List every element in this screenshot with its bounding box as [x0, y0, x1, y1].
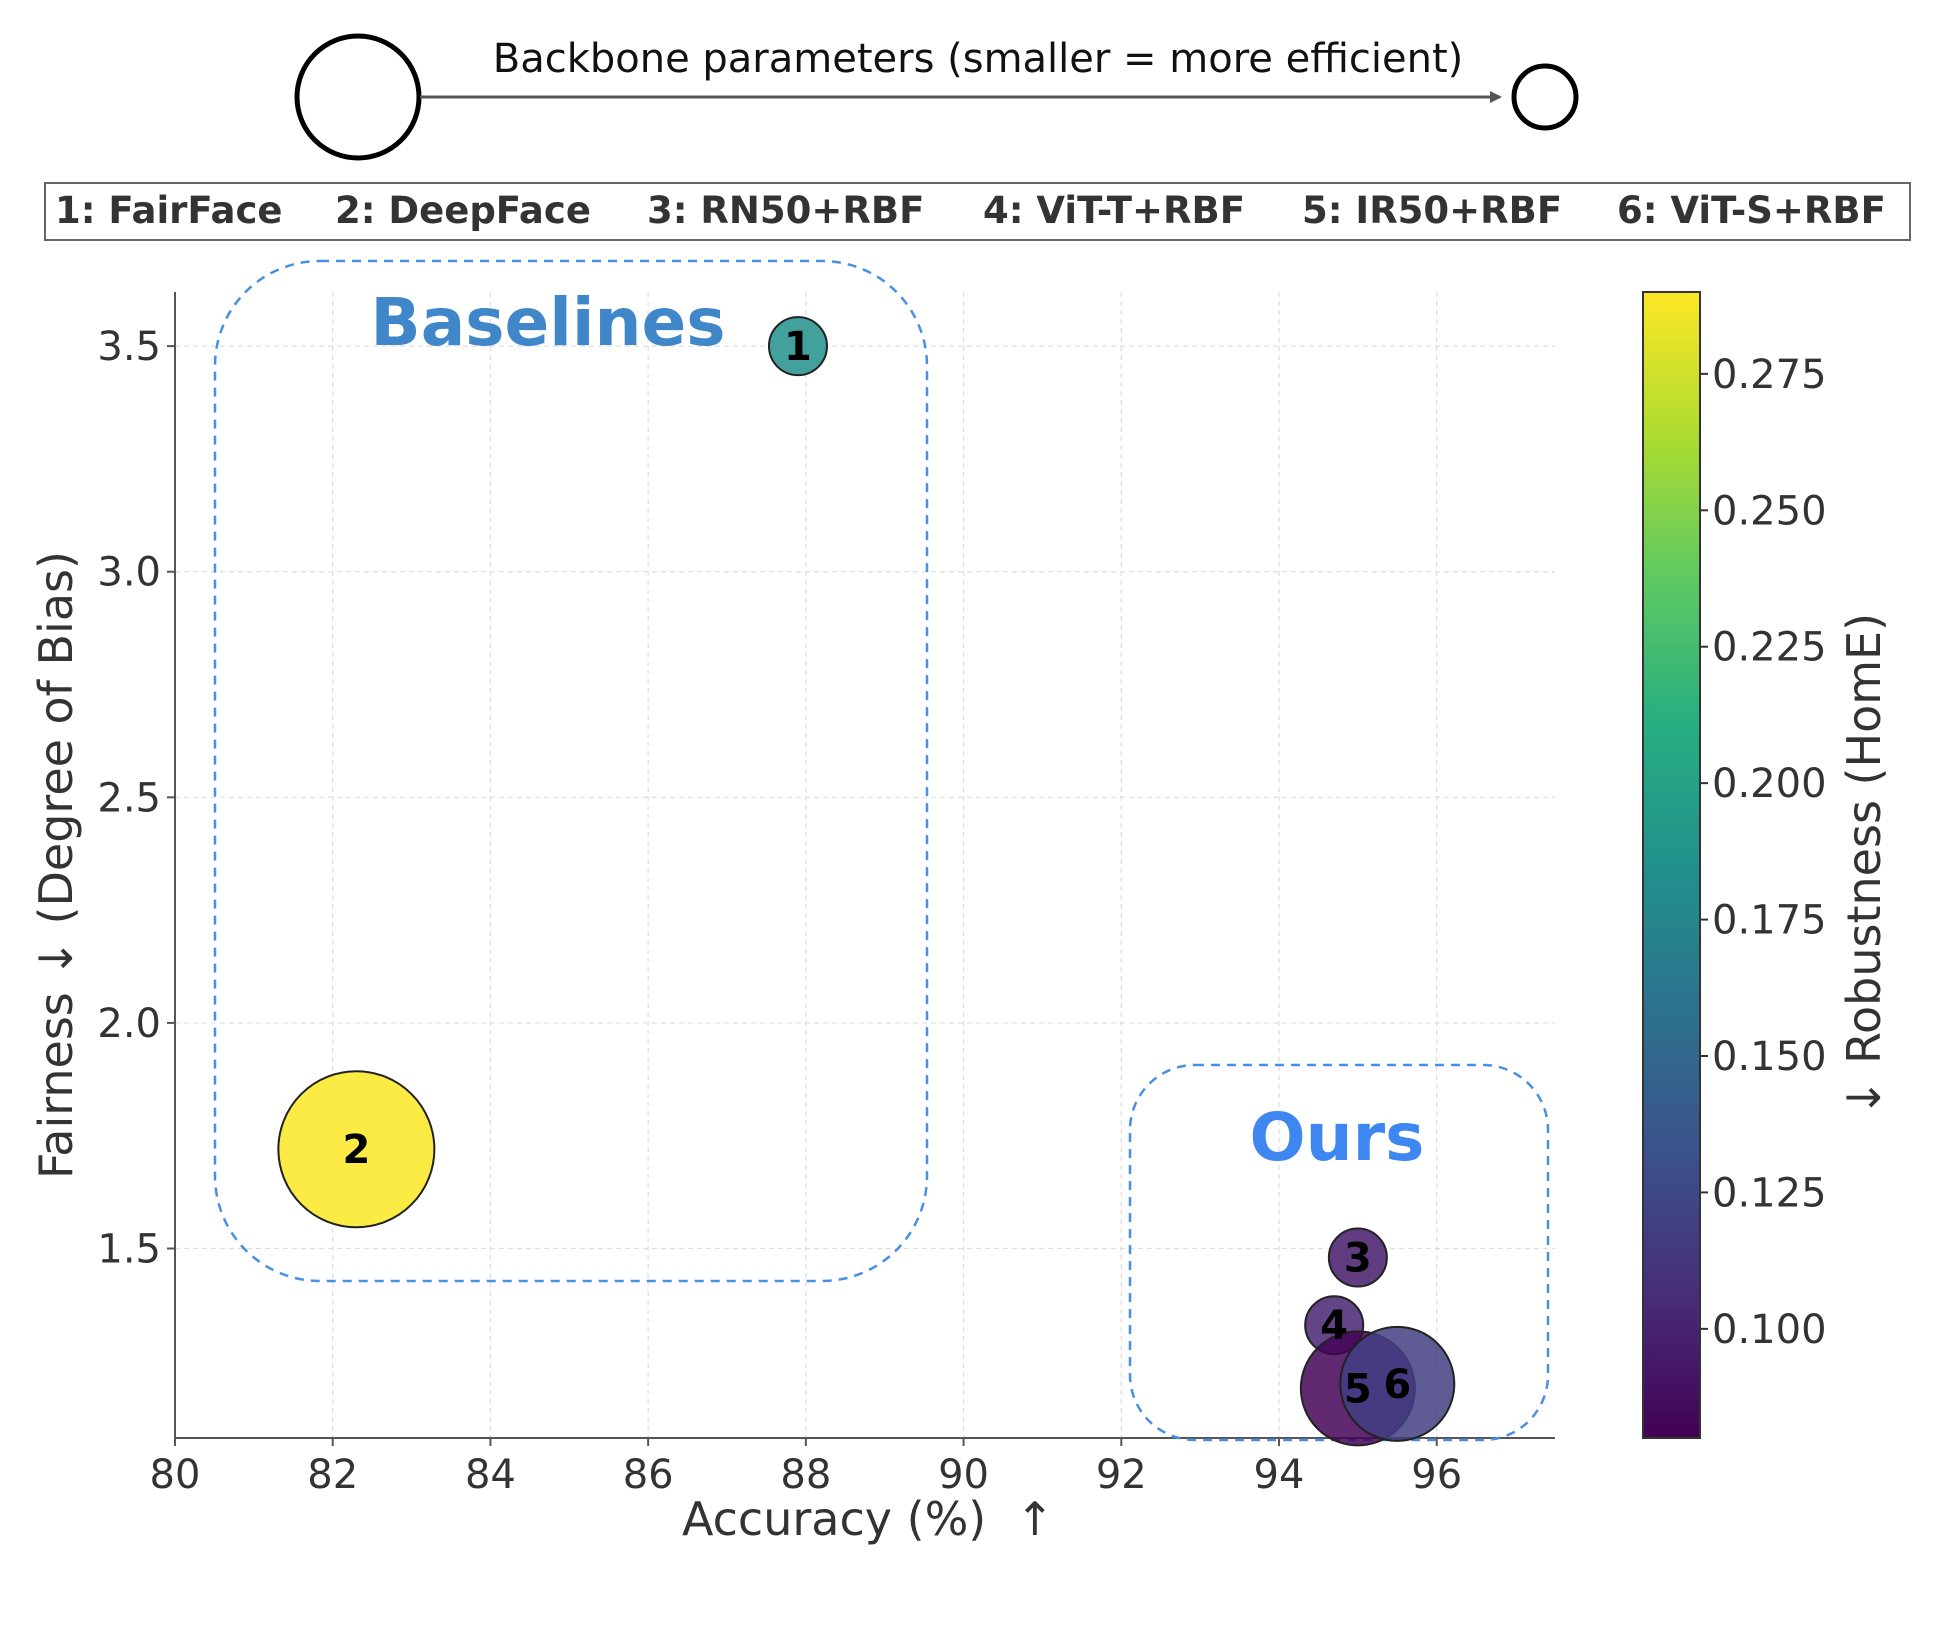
point-label-1: 1 — [784, 324, 812, 370]
x-tick-label: 88 — [780, 1452, 831, 1498]
colorbar-tick-label: 0.225 — [1712, 625, 1827, 671]
method-legend-frame — [44, 182, 1911, 241]
plot-area: 80 82 84 86 88 90 92 94 96 1.5 2.0 2.5 3.0 3.5 Basel… — [29, 259, 1555, 1546]
point-6 — [1339, 1325, 1456, 1442]
x-tick-label: 92 — [1096, 1452, 1147, 1498]
size-legend-small-circle — [1511, 63, 1579, 131]
y-tick-label: 3.5 — [97, 324, 161, 370]
x-tick-label: 90 — [938, 1452, 989, 1498]
colorbar: 0.100 0.125 0.150 0.175 0.200 0.225 0.250 0.275… — [1642, 291, 1891, 1439]
x-tick-label: 82 — [307, 1452, 358, 1498]
method-legend-item-5: 5: IR50+RBF — [1302, 189, 1562, 232]
point-label-6: 6 — [1383, 1362, 1411, 1408]
point-label-5: 5 — [1344, 1366, 1372, 1412]
colorbar-tick-label: 0.100 — [1712, 1307, 1827, 1353]
points: 2 1 3 4 5 6 — [277, 316, 1456, 1447]
colorbar-tick-label: 0.125 — [1712, 1170, 1827, 1216]
point-label-3: 3 — [1344, 1236, 1372, 1282]
size-legend-large-circle — [294, 33, 422, 161]
x-tick-label: 96 — [1411, 1452, 1462, 1498]
colorbar-tick-label: 0.150 — [1712, 1034, 1827, 1080]
method-legend-item-6: 6: ViT-S+RBF — [1617, 189, 1886, 232]
point-label-2: 2 — [342, 1127, 370, 1173]
point-1 — [767, 316, 828, 377]
y-tick-label: 1.5 — [97, 1227, 161, 1273]
colorbar-tick-label: 0.200 — [1712, 761, 1827, 807]
method-legend-item-1: 1: FairFace — [55, 189, 283, 232]
y-tick-label: 3.0 — [97, 550, 161, 596]
point-label-4: 4 — [1320, 1303, 1348, 1349]
point-3 — [1327, 1227, 1388, 1288]
x-tick-label: 94 — [1254, 1452, 1305, 1498]
y-tick-label: 2.0 — [97, 1001, 161, 1047]
y-axis-label: Fairness ↓ (Degree of Bias) — [29, 551, 83, 1179]
colorbar-label: ↓ Robustness (HomE) — [1837, 613, 1891, 1117]
colorbar-ticks: 0.100 0.125 0.150 0.175 0.200 0.225 0.250 0.275 — [1700, 352, 1827, 1353]
method-legend-item-4: 4: ViT-T+RBF — [983, 189, 1245, 232]
size-legend-label: Backbone parameters (smaller = more effi… — [493, 36, 1464, 82]
size-legend: Backbone parameters (smaller = more effi… — [294, 33, 1579, 161]
point-2 — [277, 1070, 436, 1229]
method-legend: 1: FairFace 2: DeepFace 3: RN50+RBF 4: V… — [44, 182, 1911, 241]
y-ticks: 1.5 2.0 2.5 3.0 3.5 — [97, 324, 175, 1273]
baselines-group-box — [213, 259, 929, 1283]
x-tick-label: 80 — [150, 1452, 201, 1498]
colorbar-tick-label: 0.275 — [1712, 352, 1827, 398]
colorbar-tick-label: 0.175 — [1712, 898, 1827, 944]
baselines-label: Baselines — [370, 284, 725, 361]
colorbar-gradient — [1642, 291, 1701, 1439]
method-legend-item-3: 3: RN50+RBF — [647, 189, 924, 232]
x-tick-label: 84 — [465, 1452, 516, 1498]
x-ticks: 80 82 84 86 88 90 92 94 96 — [150, 1438, 1462, 1498]
y-tick-label: 2.5 — [97, 775, 161, 821]
colorbar-tick-label: 0.250 — [1712, 488, 1827, 534]
method-legend-item-2: 2: DeepFace — [335, 189, 591, 232]
x-tick-label: 86 — [623, 1452, 674, 1498]
x-axis-label: Accuracy (%) ↑ — [682, 1492, 1054, 1546]
ours-label: Ours — [1250, 1099, 1425, 1176]
axes — [174, 292, 1555, 1439]
